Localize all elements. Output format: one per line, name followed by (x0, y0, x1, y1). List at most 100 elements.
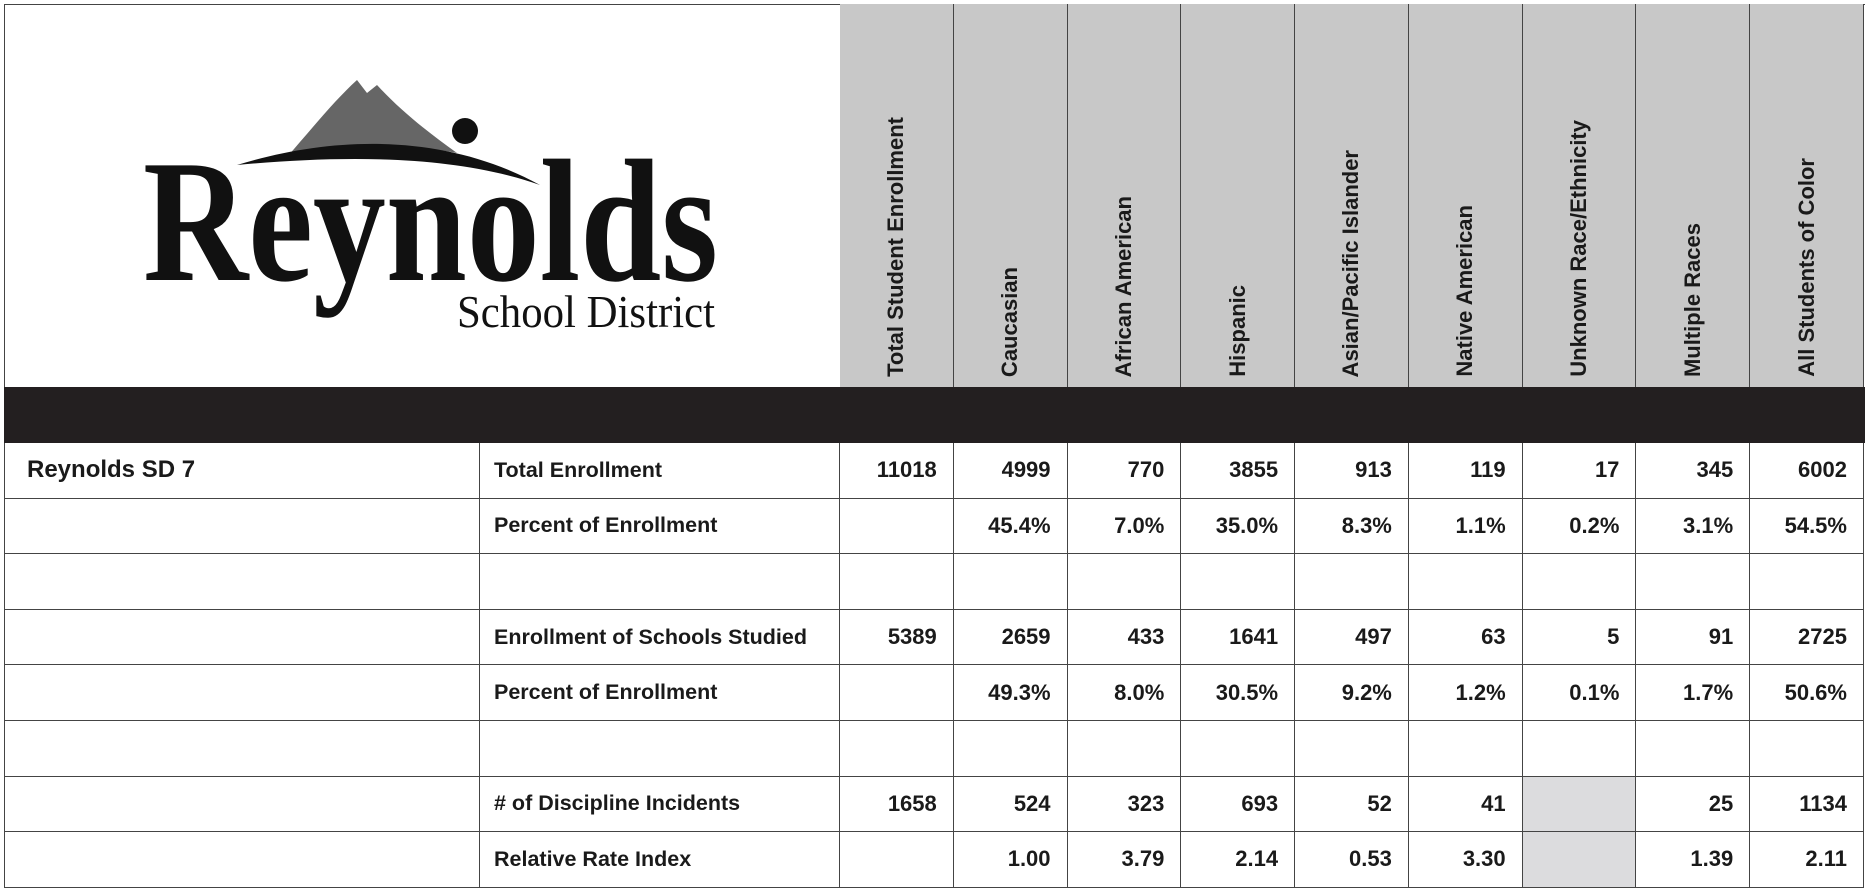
row-label: Enrollment of Schools Studied (480, 609, 840, 666)
column-header-text: Caucasian (997, 266, 1023, 377)
column-header-text: Multiple Races (1679, 222, 1705, 377)
data-cell: 3.30 (1408, 832, 1523, 888)
row-label: Relative Rate Index (480, 832, 840, 888)
entity-cell (5, 609, 480, 666)
data-cell: 345 (1636, 443, 1751, 499)
entity-cell (5, 498, 480, 555)
data-cell: 3855 (1181, 443, 1296, 499)
data-cell: 9.2% (1295, 665, 1409, 721)
data-cell: 497 (1295, 609, 1409, 666)
data-cell: 1.2% (1408, 665, 1523, 721)
data-cell (1181, 554, 1296, 610)
logo-subtitle: School District (457, 286, 715, 337)
data-cell: 3.79 (1067, 832, 1182, 888)
data-cell (1408, 554, 1523, 610)
data-cell: 3.1% (1636, 498, 1751, 555)
row-label: Percent of Enrollment (480, 665, 840, 721)
data-cell (1636, 721, 1751, 777)
data-cell: 323 (1067, 776, 1182, 833)
data-cell: 0.53 (1295, 832, 1409, 888)
column-header: Native American (1408, 4, 1523, 387)
data-cell: 1.1% (1408, 498, 1523, 555)
data-cell: 2725 (1750, 609, 1864, 666)
data-cell (1750, 554, 1864, 610)
column-header: Hispanic (1181, 4, 1296, 387)
black-band (4, 387, 1865, 443)
data-cell: 0.1% (1522, 665, 1637, 721)
data-cell (1522, 554, 1637, 610)
data-cell: 1.00 (953, 832, 1068, 888)
data-cell: 45.4% (953, 498, 1068, 555)
column-header-text: Native American (1452, 205, 1478, 377)
data-cell (1408, 721, 1523, 777)
data-cell: 49.3% (953, 665, 1068, 721)
data-cell (1181, 721, 1296, 777)
logo-mountain (287, 80, 457, 157)
data-cell: 5389 (840, 609, 954, 666)
data-cell: 2659 (953, 609, 1068, 666)
data-cell: 770 (1067, 443, 1182, 499)
entity-cell (5, 721, 480, 777)
data-cell (1636, 554, 1751, 610)
data-cell: 913 (1295, 443, 1409, 499)
data-cell: 8.0% (1067, 665, 1182, 721)
data-cell: 119 (1408, 443, 1523, 499)
data-cell (1067, 554, 1182, 610)
entity-cell (5, 554, 480, 610)
data-cell: 1.39 (1636, 832, 1751, 888)
data-cell: 50.6% (1750, 665, 1864, 721)
data-cell (840, 721, 954, 777)
data-cell: 4999 (953, 443, 1068, 499)
data-cell: 0.2% (1522, 498, 1637, 555)
row-label: Percent of Enrollment (480, 498, 840, 555)
column-header-text: All Students of Color (1793, 158, 1819, 377)
data-cell (1067, 721, 1182, 777)
data-cell (1750, 721, 1864, 777)
data-cell: 41 (1408, 776, 1523, 833)
data-cell (1522, 721, 1637, 777)
column-header-text: African American (1110, 195, 1136, 377)
column-header-text: Total Student Enrollment (883, 117, 909, 377)
entity-cell (5, 832, 480, 888)
logo-name: Reynolds (143, 124, 718, 318)
logo-swoosh (237, 143, 540, 185)
data-cell: 91 (1636, 609, 1751, 666)
data-cell (840, 498, 954, 555)
logo: Reynolds School District (143, 80, 718, 337)
column-header: Caucasian (953, 4, 1068, 387)
data-cell: 17 (1522, 443, 1637, 499)
column-header: Total Student Enrollment (840, 4, 954, 387)
row-label: Total Enrollment (480, 443, 840, 499)
data-cell: 54.5% (1750, 498, 1864, 555)
data-cell: 2.11 (1750, 832, 1864, 888)
data-cell: 30.5% (1181, 665, 1296, 721)
column-header-text: Unknown Race/Ethnicity (1566, 120, 1592, 377)
column-header: Multiple Races (1636, 4, 1751, 387)
data-cell: 2.14 (1181, 832, 1296, 888)
data-cell (953, 721, 1068, 777)
data-cell: 63 (1408, 609, 1523, 666)
data-cell (840, 832, 954, 888)
data-cell (953, 554, 1068, 610)
data-cell: 524 (953, 776, 1068, 833)
data-cell: 1134 (1750, 776, 1864, 833)
data-cell: 433 (1067, 609, 1182, 666)
column-header: Asian/Pacific Islander (1295, 4, 1409, 387)
column-header-text: Hispanic (1224, 285, 1250, 377)
data-cell: 6002 (1750, 443, 1864, 499)
entity-cell: Reynolds SD 7 (5, 443, 480, 499)
row-label: # of Discipline Incidents (480, 776, 840, 833)
data-cell: 1641 (1181, 609, 1296, 666)
column-header: All Students of Color (1750, 4, 1864, 387)
column-header-text: Asian/Pacific Islander (1338, 149, 1364, 377)
data-cell: 7.0% (1067, 498, 1182, 555)
column-header: Unknown Race/Ethnicity (1522, 4, 1637, 387)
data-cell: 8.3% (1295, 498, 1409, 555)
data-cell (1522, 832, 1637, 888)
data-cell: 11018 (840, 443, 954, 499)
data-cell: 5 (1522, 609, 1637, 666)
data-cell: 52 (1295, 776, 1409, 833)
logo-dot (452, 118, 478, 144)
data-cell: 1.7% (1636, 665, 1751, 721)
